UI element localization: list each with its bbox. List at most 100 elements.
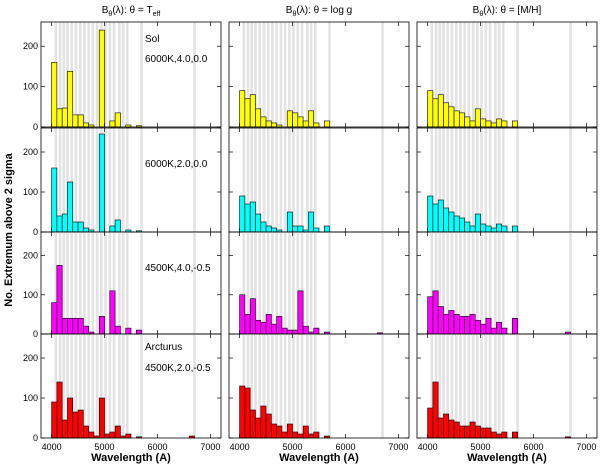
gray-band [430, 232, 434, 334]
star-params: 4500K,4.0,-0.5 [145, 263, 211, 274]
histogram-bar [485, 120, 492, 128]
gray-band [454, 128, 458, 232]
gray-band [454, 334, 458, 438]
histogram-bar [308, 211, 315, 233]
gray-band [125, 334, 129, 438]
gray-band [250, 334, 254, 438]
histogram-bar [61, 419, 68, 439]
histogram-bar [308, 110, 315, 128]
gray-band [246, 128, 250, 232]
column-title: Bθ(λ): θ = Teff [102, 5, 161, 18]
histogram-bar [432, 203, 439, 233]
y-tick-label: 200 [23, 251, 38, 261]
gray-band [74, 22, 78, 127]
gray-band [569, 232, 572, 334]
gray-band [494, 128, 497, 232]
gray-band [434, 22, 438, 127]
column-title: Bθ(λ): θ = [M/H] [473, 5, 542, 18]
gray-band [58, 128, 62, 232]
histogram-bar [286, 211, 293, 233]
gray-band [328, 22, 331, 127]
x-tick-label: 7000 [200, 442, 220, 452]
gray-band [266, 232, 270, 334]
histogram-bar [313, 327, 320, 335]
gray-band [438, 128, 442, 232]
gray-band [442, 22, 445, 127]
histogram-bar [448, 211, 455, 233]
gray-band [430, 334, 434, 438]
histogram-bar [496, 433, 503, 439]
histogram-bar [271, 122, 277, 128]
histogram-bar [448, 106, 455, 128]
gray-band [250, 22, 254, 127]
histogram-bar [313, 431, 320, 439]
gray-band [476, 128, 479, 232]
histogram-bar [511, 318, 518, 335]
gray-band [442, 334, 445, 438]
x-tick-label: 4000 [230, 442, 250, 452]
histogram-bar [292, 431, 299, 439]
gray-band [463, 128, 466, 232]
gray-band [471, 22, 475, 127]
x-axis-label: Wavelength (A) [279, 452, 359, 464]
histogram-bar [485, 318, 492, 335]
gray-band [306, 232, 309, 334]
y-tick-label: 100 [23, 187, 38, 197]
panel-frame [416, 21, 598, 128]
histogram-bar [297, 433, 304, 439]
histogram-bar [437, 94, 444, 128]
gray-band [78, 22, 82, 127]
gray-band [112, 22, 116, 127]
histogram-bar [239, 195, 246, 233]
gray-band [480, 22, 483, 127]
gray-band [434, 232, 438, 334]
histogram-bar [72, 221, 79, 233]
histogram-bar [459, 112, 465, 128]
histogram-bar [281, 327, 288, 335]
x-tick-label: 5000 [95, 442, 115, 452]
histogram-bar [88, 431, 95, 439]
gray-band [121, 334, 125, 438]
gray-band [313, 232, 317, 334]
histogram-bar [83, 425, 89, 439]
gray-band [438, 232, 442, 334]
gray-band [95, 128, 99, 232]
gray-band [100, 334, 103, 438]
gray-band [480, 232, 483, 334]
gray-band [91, 232, 95, 334]
histogram-bar [469, 421, 476, 439]
gray-band [476, 22, 479, 127]
histogram-bar [265, 225, 272, 233]
gray-band [480, 128, 483, 232]
gray-band [463, 232, 466, 334]
histogram-bar [448, 419, 455, 439]
gray-band [275, 128, 278, 232]
histogram-bar [474, 319, 481, 335]
gray-band [296, 334, 300, 438]
gray-band [104, 22, 107, 127]
gray-band [62, 334, 66, 438]
gray-band [288, 128, 291, 232]
gray-band [250, 232, 254, 334]
histogram-bar [271, 423, 277, 439]
gray-band [516, 22, 519, 127]
gray-band [108, 128, 112, 232]
gray-band [442, 128, 445, 232]
x-tick-label: 5000 [283, 442, 303, 452]
histogram-bar [114, 219, 121, 233]
histogram-bar [496, 118, 503, 128]
histogram-bar [469, 120, 476, 128]
gray-band [266, 128, 270, 232]
star-name: Sol [145, 34, 159, 45]
gray-band [66, 232, 69, 334]
gray-band [488, 128, 492, 232]
histogram-bar [255, 108, 262, 128]
histogram-bar [480, 223, 487, 233]
x-tick-label: 6000 [523, 442, 543, 452]
histogram-bar [83, 122, 89, 128]
gray-band [328, 232, 331, 334]
gray-band [87, 232, 90, 334]
histogram-bar [56, 265, 63, 335]
gray-band [242, 232, 246, 334]
